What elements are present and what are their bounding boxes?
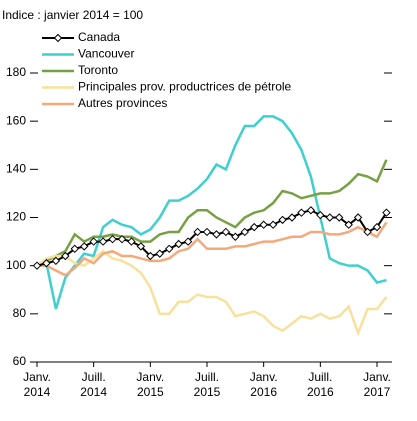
series-line bbox=[36, 159, 388, 267]
marker bbox=[287, 213, 297, 222]
marker bbox=[117, 234, 127, 244]
y-tick-label: 100 bbox=[6, 258, 26, 272]
x-tick-label: Janv. 2016 bbox=[249, 370, 278, 399]
marker bbox=[297, 208, 306, 217]
marker bbox=[344, 220, 353, 229]
x-tick-label: Janv. 2015 bbox=[136, 370, 165, 399]
y-tick-label: 60 bbox=[13, 354, 27, 368]
legend-label: Autres provinces bbox=[78, 96, 167, 110]
marker bbox=[353, 213, 363, 222]
marker bbox=[306, 206, 316, 215]
marker bbox=[174, 239, 183, 249]
marker bbox=[212, 230, 221, 239]
marker bbox=[127, 237, 136, 246]
marker bbox=[325, 213, 334, 222]
marker bbox=[202, 227, 212, 237]
marker bbox=[42, 259, 51, 268]
marker bbox=[155, 249, 164, 258]
marker bbox=[259, 220, 268, 229]
legend-marker bbox=[53, 33, 63, 43]
marker bbox=[61, 251, 70, 261]
marker bbox=[221, 227, 231, 237]
marker bbox=[382, 208, 391, 217]
marker bbox=[335, 213, 344, 222]
y-tick-label: 160 bbox=[6, 113, 26, 127]
marker bbox=[32, 261, 42, 270]
marker bbox=[231, 232, 240, 241]
marker bbox=[98, 237, 108, 246]
series-line bbox=[37, 221, 388, 277]
y-tick-label: 120 bbox=[6, 210, 26, 224]
series-line bbox=[36, 249, 388, 337]
marker bbox=[268, 220, 278, 229]
series-line bbox=[36, 115, 387, 310]
marker bbox=[278, 215, 287, 225]
legend-label: Principales prov. productrices de pétrol… bbox=[78, 80, 292, 94]
x-tick-label: Janv. 2017 bbox=[363, 370, 391, 399]
y-tick-label: 140 bbox=[6, 162, 26, 176]
marker bbox=[316, 210, 325, 220]
chart-subtitle: Indice : janvier 2014 = 100 bbox=[2, 8, 143, 22]
marker bbox=[165, 244, 174, 254]
marker bbox=[363, 227, 372, 237]
legend-label: Canada bbox=[78, 30, 120, 44]
marker bbox=[51, 256, 61, 266]
marker bbox=[193, 227, 202, 237]
x-tick-label: Juill. 2014 bbox=[80, 370, 107, 399]
x-tick-label: Juill. 2015 bbox=[193, 370, 221, 399]
marker bbox=[240, 227, 249, 237]
y-tick-label: 180 bbox=[6, 65, 26, 79]
y-tick-label: 80 bbox=[13, 306, 27, 320]
x-tick-label: Juill. 2016 bbox=[306, 370, 334, 399]
marker bbox=[183, 237, 193, 246]
legend-label: Vancouver bbox=[78, 47, 134, 61]
marker bbox=[89, 237, 98, 246]
legend-label: Toronto bbox=[78, 63, 118, 77]
marker bbox=[136, 242, 146, 251]
x-tick-label: Janv. 2014 bbox=[23, 370, 51, 399]
marker bbox=[108, 234, 117, 244]
marker bbox=[80, 242, 89, 251]
marker bbox=[70, 244, 79, 254]
marker bbox=[250, 222, 259, 232]
marker bbox=[146, 251, 155, 261]
marker bbox=[372, 222, 382, 232]
